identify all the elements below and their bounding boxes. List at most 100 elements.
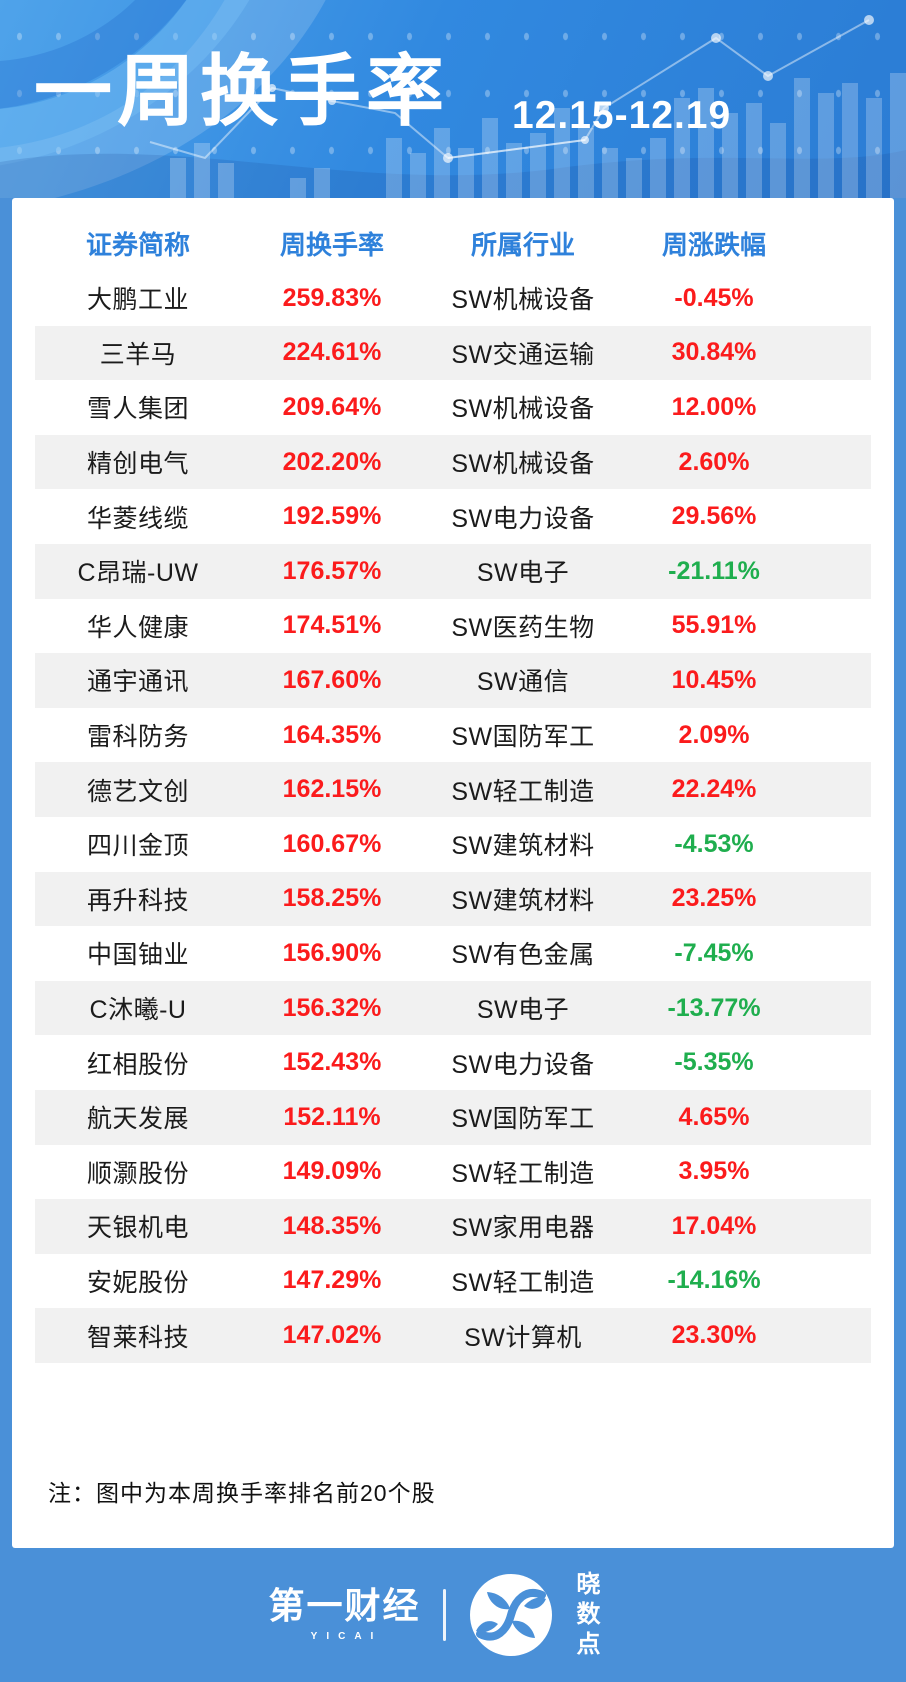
table-row: 雪人集团 209.64% SW机械设备 12.00% <box>35 380 871 435</box>
turnover-value: 259.83% <box>282 283 382 312</box>
stock-name: 德艺文创 <box>86 777 189 806</box>
industry-value: SW机械设备 <box>451 395 595 424</box>
stock-name: 大鹏工业 <box>86 286 189 315</box>
table-card: 证券简称 周换手率 所属行业 周涨跌幅 大鹏工业 259.83% SW机械设备 … <box>12 198 894 1548</box>
change-value: 22.24% <box>671 775 757 804</box>
change-value: 29.56% <box>671 502 757 531</box>
xiaoshudian-logo-text: 晓数点 <box>576 1571 601 1658</box>
stock-name: 雷科防务 <box>86 723 189 752</box>
industry-value: SW建筑材料 <box>451 886 595 915</box>
turnover-value: 149.09% <box>282 1157 382 1186</box>
table-row: 再升科技 158.25% SW建筑材料 23.25% <box>35 871 871 927</box>
change-value: 55.91% <box>671 611 757 640</box>
stock-name: 天银机电 <box>86 1214 189 1243</box>
stock-name: C昂瑞-UW <box>77 559 199 588</box>
table-row: 大鹏工业 259.83% SW机械设备 -0.45% <box>35 271 871 326</box>
stock-name: 红相股份 <box>86 1050 189 1079</box>
industry-value: SW机械设备 <box>451 286 595 315</box>
turnover-value: 167.60% <box>282 665 382 694</box>
industry-value: SW通信 <box>476 668 570 697</box>
table-row: 通宇通讯 167.60% SW通信 10.45% <box>35 653 871 708</box>
stock-name: 精创电气 <box>86 450 189 479</box>
turnover-value: 160.67% <box>282 829 382 858</box>
stock-name: 华人健康 <box>86 613 189 642</box>
industry-value: SW交通运输 <box>451 340 595 369</box>
stock-name: 安妮股份 <box>86 1268 189 1297</box>
wave-decoration <box>0 0 326 198</box>
table-row: 三羊马 224.61% SW交通运输 30.84% <box>35 325 871 381</box>
turnover-value: 158.25% <box>282 884 382 913</box>
stock-name: 四川金顶 <box>86 832 189 861</box>
turnover-value: 147.02% <box>282 1321 382 1350</box>
table-row: 智莱科技 147.02% SW计算机 23.30% <box>35 1308 871 1363</box>
change-value: -21.11% <box>668 556 760 585</box>
change-value: 2.60% <box>678 447 750 476</box>
industry-value: SW家用电器 <box>451 1214 595 1243</box>
table-row: 天银机电 148.35% SW家用电器 17.04% <box>35 1199 871 1254</box>
footer-divider <box>442 1589 446 1641</box>
stock-name: 顺灏股份 <box>86 1159 189 1188</box>
yicai-logo-subtext: YICAI <box>310 1631 383 1642</box>
stock-name: 通宇通讯 <box>86 668 189 697</box>
yicai-logo: 第一财经 YICAI <box>268 1585 421 1643</box>
footnote: 注：图中为本周换手率排名前20个股 <box>48 1480 436 1506</box>
stock-name: 三羊马 <box>99 340 177 369</box>
turnover-value: 148.35% <box>282 1211 382 1240</box>
column-header-turnover: 周换手率 <box>279 229 384 260</box>
footer-bar: 第一财经 YICAI 晓数点 <box>0 1548 906 1682</box>
bars-decoration <box>170 73 906 198</box>
industry-value: SW国防军工 <box>451 1105 595 1134</box>
table-body: 大鹏工业 259.83% SW机械设备 -0.45% 三羊马 224.61% S… <box>35 271 871 1363</box>
yicai-logo-text: 第一财经 <box>268 1585 421 1626</box>
column-header-industry: 所属行业 <box>470 229 575 260</box>
xiaoshudian-logo-icon <box>469 1574 552 1656</box>
change-value: -13.77% <box>667 993 761 1022</box>
stock-name: 中国铀业 <box>86 941 189 970</box>
change-value: -7.45% <box>674 938 754 967</box>
turnover-value: 164.35% <box>282 720 382 749</box>
change-value: 17.04% <box>671 1211 757 1240</box>
turnover-value: 152.11% <box>283 1102 381 1131</box>
change-value: -5.35% <box>674 1048 754 1077</box>
stock-name: 智莱科技 <box>86 1323 189 1352</box>
bottom-wave-decoration <box>0 150 906 198</box>
industry-value: SW轻工制造 <box>451 777 595 806</box>
change-value: 10.45% <box>671 665 757 694</box>
industry-value: SW有色金属 <box>451 941 595 970</box>
table-row: 德艺文创 162.15% SW轻工制造 22.24% <box>35 762 871 817</box>
change-value: 2.09% <box>678 720 750 749</box>
table-row: 中国铀业 156.90% SW有色金属 -7.45% <box>35 926 871 981</box>
turnover-value: 224.61% <box>282 338 382 367</box>
industry-value: SW电力设备 <box>451 504 595 533</box>
turnover-value: 147.29% <box>282 1266 382 1295</box>
industry-value: SW计算机 <box>464 1323 582 1352</box>
table-row: 华菱线缆 192.59% SW电力设备 29.56% <box>35 489 871 544</box>
table-row: 精创电气 202.20% SW机械设备 2.60% <box>35 434 871 490</box>
dots-pattern <box>0 8 906 168</box>
column-header-name: 证券简称 <box>85 229 190 260</box>
header-banner: 一周换手率 12.15-12.19 <box>0 0 906 198</box>
change-value: -4.53% <box>674 829 754 858</box>
change-value: 30.84% <box>671 338 757 367</box>
table-row: C沐曦-U 156.32% SW电子 -13.77% <box>35 980 871 1036</box>
industry-value: SW建筑材料 <box>451 832 595 861</box>
turnover-value: 174.51% <box>282 611 382 640</box>
change-value: 23.30% <box>671 1321 757 1350</box>
stock-name: 航天发展 <box>86 1105 189 1134</box>
table-row: C昂瑞-UW 176.57% SW电子 -21.11% <box>35 543 871 599</box>
stock-name: 雪人集团 <box>86 395 189 424</box>
turnover-value: 156.90% <box>282 938 382 967</box>
table-row: 四川金顶 160.67% SW建筑材料 -4.53% <box>35 816 871 872</box>
page-title: 一周换手率 <box>34 47 450 135</box>
date-range: 12.15-12.19 <box>512 94 732 137</box>
banner-decorations <box>0 0 906 198</box>
turnover-value: 209.64% <box>282 392 382 421</box>
industry-value: SW轻工制造 <box>451 1159 595 1188</box>
table-row: 红相股份 152.43% SW电力设备 -5.35% <box>35 1035 871 1090</box>
turnover-value: 176.57% <box>282 556 382 585</box>
change-value: 4.65% <box>678 1102 750 1131</box>
table-row: 顺灏股份 149.09% SW轻工制造 3.95% <box>35 1144 871 1200</box>
turnover-value: 202.20% <box>282 447 382 476</box>
change-value: -14.16% <box>667 1266 761 1295</box>
stock-name: 华菱线缆 <box>86 504 189 533</box>
